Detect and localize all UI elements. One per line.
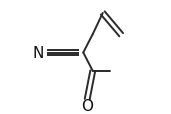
Text: N: N [32,46,44,61]
Text: O: O [81,98,93,113]
